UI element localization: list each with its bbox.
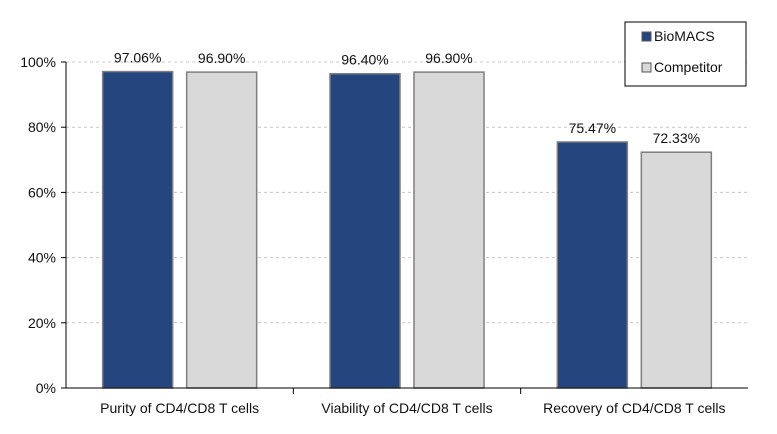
bar-competitor-1 (413, 71, 485, 389)
y-tick-label: 100% (20, 54, 56, 70)
labels: 0% 20% 40% 60% 80% 100% 97.06% 96.90% Purity of … (20, 50, 725, 416)
y-tick-label: 20% (28, 315, 56, 331)
legend-swatch-biomacs (641, 31, 652, 42)
legend-label: BioMACS (654, 28, 715, 44)
category-label: Viability of CD4/CD8 T cells (321, 400, 492, 416)
axes (61, 61, 748, 394)
bar-biomacs-0 (101, 70, 174, 389)
bar-competitor-2 (640, 151, 713, 389)
data-label: 97.06% (114, 50, 161, 66)
bar-biomacs-2 (556, 141, 629, 389)
y-tick-label: 80% (28, 119, 56, 135)
y-tick-label: 0% (36, 380, 56, 396)
data-label: 75.47% (569, 120, 616, 136)
category-label: Purity of CD4/CD8 T cells (100, 400, 259, 416)
bars (101, 70, 713, 389)
bar-biomacs-1 (329, 72, 401, 389)
bar-competitor-0 (185, 71, 258, 389)
data-label: 96.90% (198, 50, 245, 66)
data-label: 72.33% (653, 130, 700, 146)
data-label: 96.40% (341, 52, 388, 68)
data-label: 96.90% (425, 50, 472, 66)
y-tick-label: 40% (28, 250, 56, 266)
legend-label: Competitor (654, 59, 723, 75)
legend-swatch-competitor (641, 62, 652, 73)
legend: BioMACS Competitor (624, 21, 747, 87)
category-label: Recovery of CD4/CD8 T cells (543, 400, 725, 416)
legend-box (624, 21, 747, 87)
y-tick-label: 60% (28, 184, 56, 200)
